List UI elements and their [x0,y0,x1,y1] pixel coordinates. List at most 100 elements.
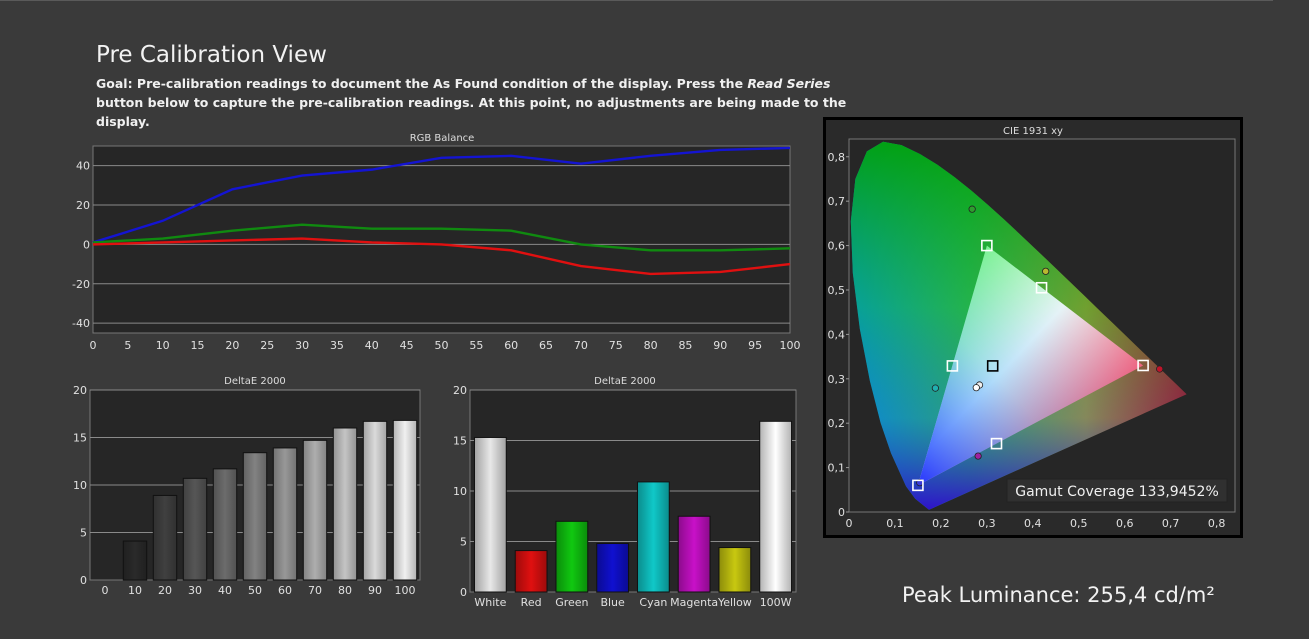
cie-x-tick-label: 0,5 [1070,517,1088,530]
color-x-tick-label: 100W [760,596,792,609]
color-x-tick-label: Cyan [639,596,667,609]
cie-target-magenta [990,437,1003,450]
gray-x-tick-label: 30 [188,584,202,597]
cie-target-white [986,360,999,372]
rgb-y-tick-label: -40 [72,317,90,330]
color-y-tick-label: 20 [453,384,467,397]
color-x-ticks: White Red Green Blue Cyan Magenta Yellow 100W [474,596,791,609]
color-x-tick-label: White [474,596,506,609]
color-bar [718,547,752,593]
color-x-tick-label: Magenta [670,596,718,609]
gray-bar [212,468,238,581]
deltae-color-chart: DeltaE 2000 20 15 10 5 0 White Red Green Blue Cy… [453,376,797,609]
color-bar [596,543,630,593]
color-y-tick-label: 0 [460,586,467,599]
goal-text: Goal: Pre-calibration readings to docume… [96,74,876,131]
cie-target-green [981,239,993,252]
rgb-line-green [92,223,791,252]
color-x-tick-label: Red [521,596,542,609]
rgb-x-tick-label: 40 [365,339,379,352]
gray-bars [122,419,418,581]
top-divider [0,0,1273,1]
cie-target-cyan [946,360,959,372]
cie-target-red [1137,359,1149,372]
rgb-x-tick-label: 85 [678,339,692,352]
rgb-y-ticks: 40 20 0 -20 -40 [72,160,90,330]
rgb-x-tick-label: 20 [225,339,239,352]
color-y-ticks: 20 15 10 5 0 [453,384,467,599]
gray-x-tick-label: 0 [102,584,109,597]
gray-bar [392,419,418,581]
gray-bar [182,477,208,581]
gray-x-tick-label: 60 [278,584,292,597]
color-bar [636,481,670,593]
color-bars [473,420,793,593]
gray-bar [362,420,388,581]
gray-bar [242,452,268,581]
gray-x-tick-label: 20 [158,584,172,597]
rgb-x-tick-label: 100 [780,339,801,352]
gray-x-tick-label: 50 [248,584,262,597]
gray-x-tick-label: 10 [128,584,142,597]
cie-y-tick-label: 0,7 [828,195,846,208]
rgb-balance-chart: RGB Balance 40 20 0 -20 -40 0 5 10 15 20 25 30 35 40… [72,133,801,352]
color-bar [473,436,507,593]
color-bar [759,420,793,593]
gray-bar [272,447,298,581]
cie-measured-point-white-100 [972,384,980,392]
cie-x-tick-label: 0,7 [1162,517,1180,530]
gamut-coverage-label: Gamut Coverage 133,9452% [1015,484,1219,500]
cie-measured-point-yellow [1042,267,1050,275]
cie-measured-point-red [1156,365,1164,373]
cie-target-yellow [1035,281,1048,294]
cie-y-tick-label: 0,2 [828,417,846,430]
rgb-x-tick-label: 45 [400,339,414,352]
color-bar [555,520,589,593]
rgb-x-tick-label: 0 [90,339,97,352]
gray-y-tick-label: 20 [73,384,87,397]
cie-x-tick-label: 0,4 [1024,517,1042,530]
rgb-x-tick-label: 80 [644,339,658,352]
color-y-tick-label: 15 [453,435,467,448]
gray-bar [332,427,358,581]
rgb-x-tick-label: 15 [191,339,205,352]
rgb-x-tick-label: 25 [260,339,274,352]
gray-bar [152,494,178,581]
gray-bar [122,540,148,581]
gray-x-tick-label: 40 [218,584,232,597]
rgb-x-tick-label: 65 [539,339,553,352]
rgb-x-tick-label: 95 [748,339,762,352]
cie-y-tick-label: 0,5 [828,284,846,297]
rgb-x-tick-label: 55 [469,339,483,352]
cie-y-tick-label: 0,8 [828,151,846,164]
cie-y-tick-label: 0,6 [828,240,846,253]
rgb-y-tick-label: 0 [83,238,90,251]
cie-gamut-blue-shade [917,245,1144,486]
rgb-x-tick-label: 30 [295,339,309,352]
rgb-series [92,146,791,276]
rgb-x-tick-label: 50 [435,339,449,352]
rgb-y-tick-label: -20 [72,278,90,291]
cie-x-tick-label: 0,8 [1208,517,1226,530]
goal-suffix: button below to capture the pre-calibrat… [96,95,847,129]
peak-luminance: Peak Luminance: 255,4 cd/m² [902,583,1215,607]
cie-x-tick-label: 0,3 [978,517,996,530]
cie-y-tick-label: 0,4 [828,328,846,341]
rgb-y-tick-label: 40 [76,160,90,173]
cie-x-tick-label: 0,1 [886,517,904,530]
gray-y-ticks: 20 15 10 5 0 [73,384,87,587]
cie-measured-point-green [968,205,976,213]
rgb-x-tick-label: 70 [574,339,588,352]
cie-target-blue [912,479,924,492]
color-chart-title: DeltaE 2000 [594,376,656,387]
gamut-coverage-box [1006,478,1228,503]
goal-read-series-reference: Read Series [747,76,831,91]
color-x-tick-label: Blue [600,596,625,609]
rgb-x-tick-label: 5 [124,339,131,352]
cie-y-tick-label: 0 [838,506,845,519]
gray-x-ticks: 0 10 20 30 40 50 60 70 80 90 100 [102,584,416,597]
color-bar [514,550,548,593]
rgb-x-tick-label: 60 [504,339,518,352]
cie-chart-title: CIE 1931 xy [1003,126,1063,137]
